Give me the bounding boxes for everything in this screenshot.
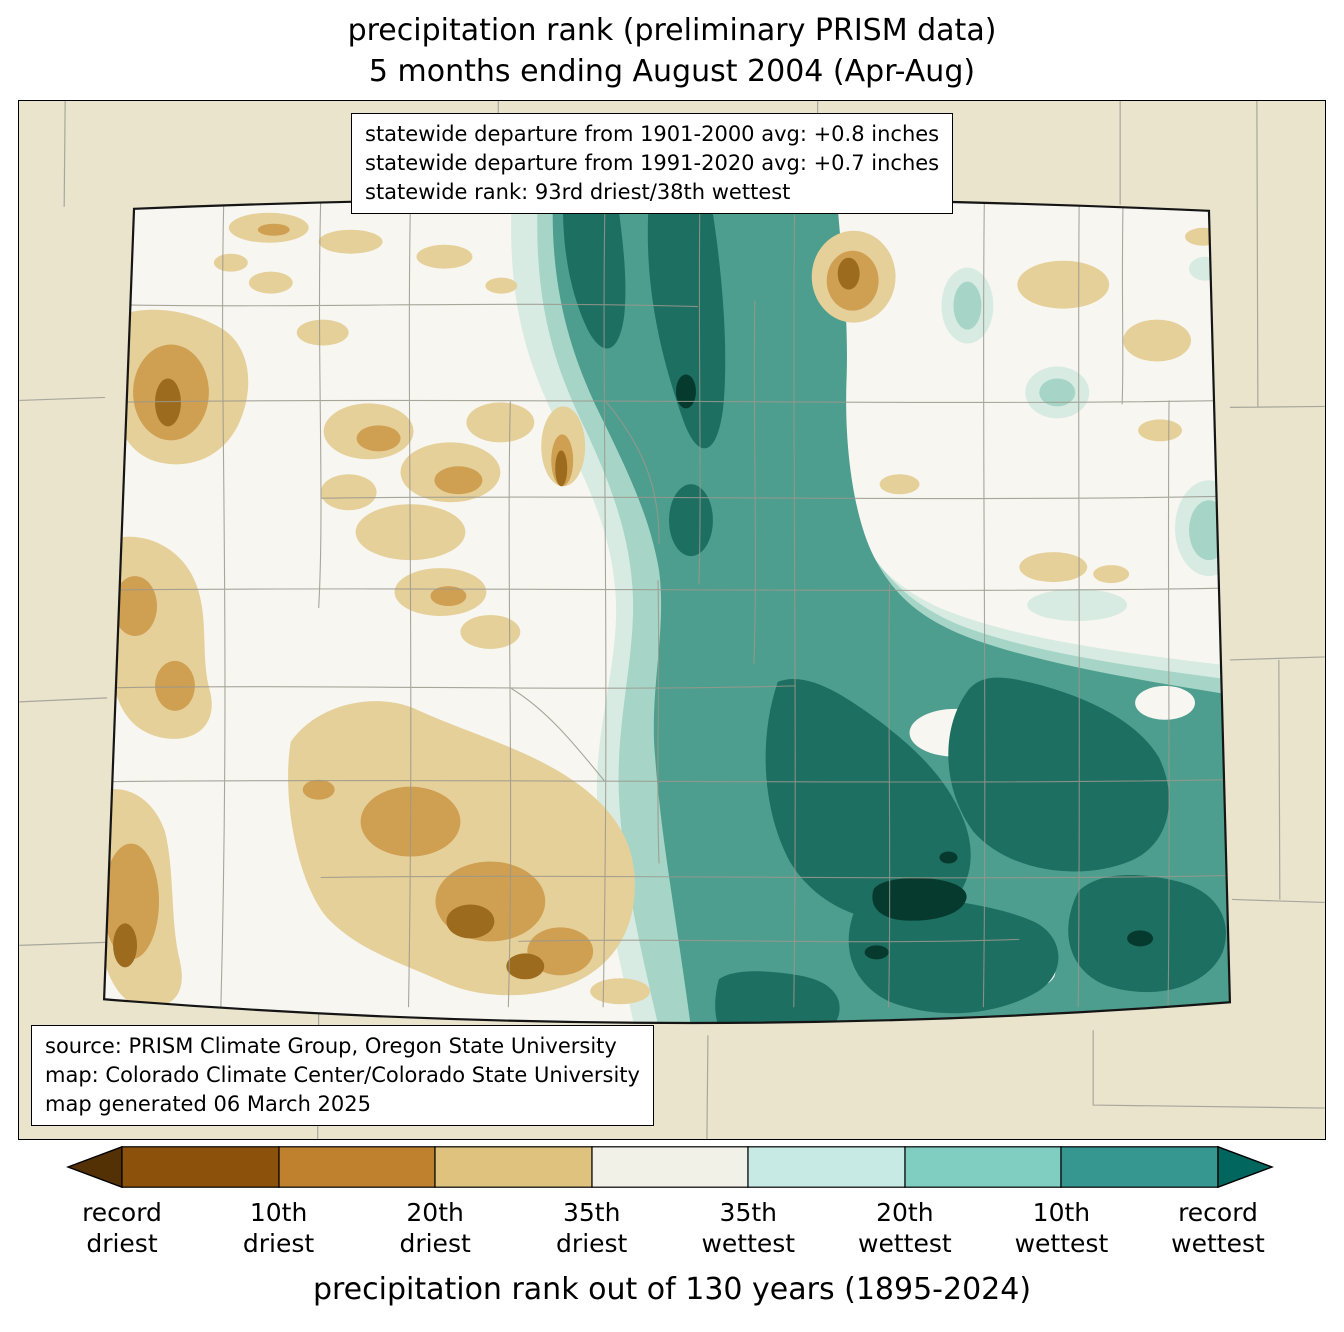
teal-blob-dark [647, 198, 726, 449]
tan-blob-dark [113, 923, 138, 968]
teal-blob-dark [765, 679, 971, 921]
tan-blob-light [416, 244, 473, 269]
teal-blob-vdark [872, 877, 967, 921]
tan-blob-dark [837, 257, 860, 290]
tan-blob-light [320, 474, 377, 511]
tan-blob-light [1019, 552, 1088, 583]
colorbar-label: 20th wettest [858, 1198, 952, 1258]
colorbar [66, 1145, 1278, 1189]
tan-blob-mid [154, 660, 195, 711]
tan-blob-light [1093, 565, 1130, 584]
colorbar-label: 35th wettest [701, 1198, 796, 1258]
map-hole-light [1135, 685, 1195, 720]
tan-blob-light [485, 277, 518, 294]
colorbar-right-arrow [1217, 1145, 1274, 1189]
teal-blob-dark [848, 897, 1059, 1014]
figure-title: precipitation rank (preliminary PRISM da… [0, 10, 1344, 93]
colorbar-label: record wettest [1171, 1198, 1265, 1258]
source-line: map: Colorado Climate Center/Colorado St… [45, 1063, 640, 1088]
colorbar-segment [278, 1146, 436, 1188]
tan-blob-light [248, 271, 293, 294]
tan-blob-light [296, 319, 349, 346]
teal-blob-pale [1027, 589, 1128, 621]
title-line1: precipitation rank (preliminary PRISM da… [347, 13, 997, 48]
tan-blob-light [1123, 319, 1191, 362]
tan-blob-dark [446, 904, 495, 939]
tan-blob-mid [527, 927, 594, 976]
stats-line: statewide departure from 1901-2000 avg: … [365, 122, 940, 146]
teal-blob-light [1189, 500, 1229, 561]
colorbar-labels: record driest 10th driest 20th driest 35th d… [82, 1198, 1265, 1264]
tan-blob-mid [430, 586, 467, 607]
teal-blob-dark [669, 484, 713, 557]
stats-line: statewide rank: 93rd driest/38th wettest [365, 179, 791, 204]
tan-blob-mid [113, 576, 157, 636]
colorbar-label: 10th wettest [1014, 1198, 1109, 1258]
tan-blob-light [466, 402, 535, 443]
colorbar-segment [904, 1146, 1062, 1188]
tan-blob-light [213, 253, 248, 272]
colorbar-label: 20th driest [399, 1198, 471, 1258]
teal-blob-pale [600, 753, 617, 766]
source-line: map generated 06 March 2025 [45, 1092, 372, 1117]
tan-blob-light [879, 474, 920, 495]
colorbar-label: 10th driest [242, 1198, 315, 1258]
tan-blob-light [1017, 260, 1110, 309]
teal-blob-vdark [864, 945, 889, 960]
colorbar-segment [591, 1146, 749, 1188]
state-fill-group [104, 198, 1230, 1023]
tan-blob-dark [154, 378, 181, 427]
source-line: source: PRISM Climate Group, Oregon Stat… [45, 1034, 617, 1059]
source-box: source: PRISM Climate Group, Oregon Stat… [31, 1025, 654, 1126]
teal-blob-dark [715, 971, 840, 1023]
colorbar-segment [747, 1146, 906, 1188]
stats-line: statewide departure from 1991-2020 avg: … [365, 150, 940, 175]
map-frame: statewide departure from 1901-2000 avg: … [18, 100, 1326, 1140]
tan-blob-mid [302, 779, 335, 800]
teal-blob-vdark [675, 374, 696, 409]
tan-blob-light [1185, 227, 1221, 246]
colorado-precip-map [19, 101, 1325, 1139]
tan-blob-light [460, 615, 521, 649]
colorbar-left-arrow [66, 1145, 123, 1189]
colorbar-caption: precipitation rank out of 130 years (189… [312, 1272, 1032, 1307]
tan-blob-light [104, 257, 130, 314]
tan-blob-light [590, 978, 651, 1005]
tan-blob-mid [434, 466, 483, 495]
tan-blob-dark [555, 450, 568, 487]
teal-blob-dark [948, 677, 1170, 872]
title-line2: 5 months ending August 2004 (Apr-Aug) [368, 54, 976, 90]
teal-blob-light [953, 281, 982, 330]
tan-blob-mid [356, 425, 401, 452]
teal-blob-pale [1189, 256, 1221, 281]
colorbar-label: record driest [82, 1198, 162, 1258]
teal-blob-light [1039, 378, 1076, 407]
colorbar-scale [66, 1145, 1274, 1189]
teal-blob-dark [562, 198, 626, 349]
tan-blob-light [318, 229, 383, 254]
colorbar-segment [434, 1146, 593, 1188]
tan-blob-light [288, 701, 635, 996]
county-boundaries [105, 198, 1229, 1008]
teal-blob-vdark [939, 851, 958, 864]
stats-box: statewide departure from 1901-2000 avg: … [351, 113, 954, 214]
colorbar-segment [121, 1146, 280, 1188]
tan-blob-light [1138, 419, 1183, 442]
teal-blob-vdark [1127, 930, 1154, 947]
colorbar-label: 35th driest [556, 1198, 628, 1258]
tan-blob-dark [506, 953, 545, 980]
tan-blob-mid [257, 223, 290, 236]
colorbar-segment [1060, 1146, 1219, 1188]
